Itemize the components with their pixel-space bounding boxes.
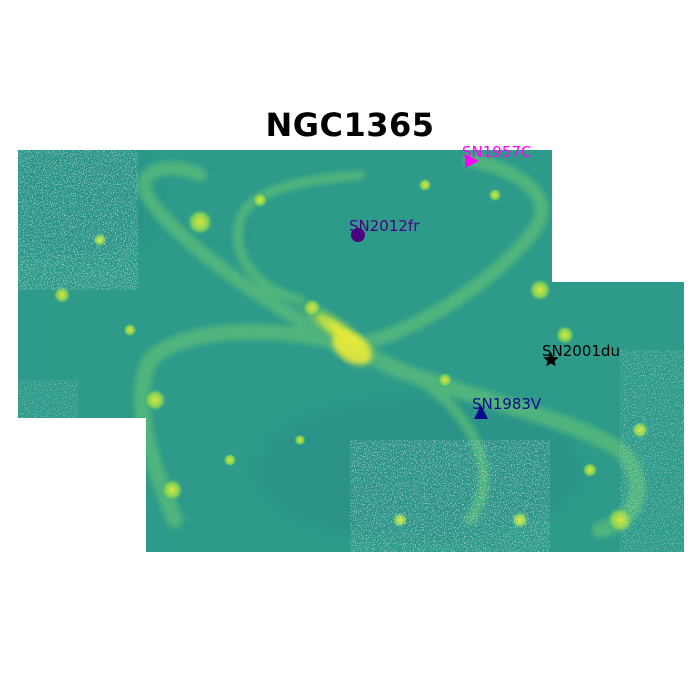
sn1983v-marker (474, 405, 488, 419)
noise-speckle (18, 150, 684, 552)
sn2012fr-label: SN2012fr (349, 217, 420, 235)
sn1983v-label: SN1983V (472, 395, 542, 413)
figure-title: NGC1365 (265, 106, 435, 144)
galaxy-core (332, 330, 372, 366)
sn1957c-marker (465, 154, 479, 168)
sn2012fr-marker (351, 228, 365, 242)
sn2001du-label: SN2001du (542, 342, 620, 360)
sn2001du-marker (543, 352, 559, 367)
sn1957c-label: SN1957C (462, 143, 532, 161)
